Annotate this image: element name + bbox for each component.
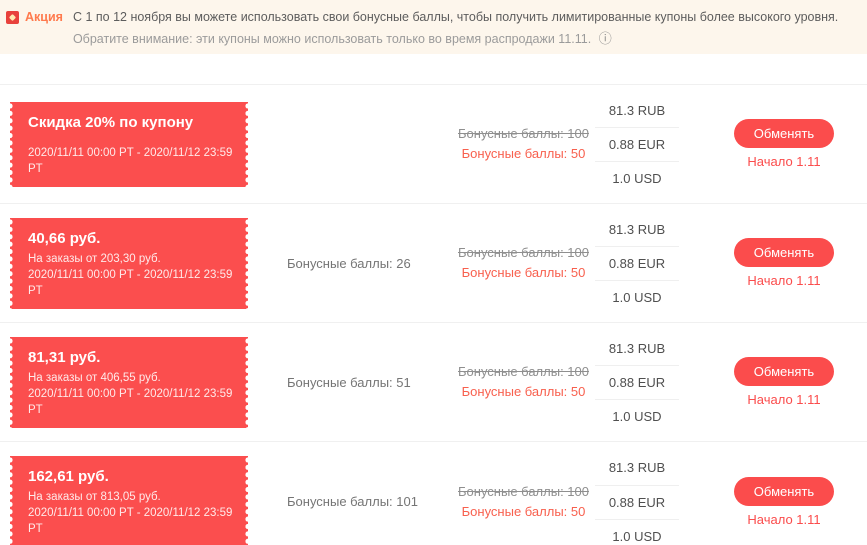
currency-conversions: 81.3 RUB 0.88 EUR 1.0 USD (595, 212, 679, 314)
start-date-label: Начало 1.11 (747, 154, 821, 169)
points-balance-label: Бонусные баллы: 26 (287, 255, 411, 271)
currency-rub: 81.3 RUB (608, 460, 666, 475)
start-date-label: Начало 1.11 (747, 273, 821, 288)
coupon-title: 162,61 руб. (28, 468, 109, 485)
currency-usd: 1.0 USD (595, 518, 679, 545)
currency-rub: 81.3 RUB (608, 221, 666, 237)
promo-banner: Акция С 1 по 12 ноября вы можете использ… (0, 0, 867, 54)
currency-usd: 1.0 USD (595, 161, 679, 195)
coupon-row: Скидка 20% по купону 2020/11/11 00:00 PT… (0, 85, 867, 204)
currency-rub: 81.3 RUB (608, 102, 666, 118)
exchange-button[interactable]: Обменять (733, 476, 835, 506)
coupon-card: Скидка 20% по купону 2020/11/11 00:00 PT… (6, 101, 252, 187)
coupon-list: Скидка 20% по купону 2020/11/11 00:00 PT… (0, 84, 867, 545)
currency-eur: 0.88 EUR (595, 246, 679, 280)
exchange-button[interactable]: Обменять (733, 357, 835, 386)
points-cost: Бонусные баллы: 100 Бонусные баллы: 50 (455, 124, 592, 164)
info-icon[interactable]: ⓘ (598, 31, 612, 46)
promo-text-main: С 1 по 12 ноября вы можете использовать … (72, 10, 839, 24)
points-cost-old: Бонусные баллы: 100 (458, 126, 589, 141)
points-cost: Бонусные баллы: 100 Бонусные баллы: 50 (455, 362, 592, 402)
coupon-min-order: На заказы от 406,55 руб. (28, 371, 161, 384)
coupon-min-order: На заказы от 813,05 руб. (28, 491, 161, 503)
exchange-button[interactable]: Обменять (733, 119, 835, 148)
points-balance-label: Бонусные баллы: 51 (287, 374, 411, 390)
currency-usd: 1.0 USD (595, 399, 679, 433)
points-balance-label: Бонусные баллы: 101 (287, 494, 418, 509)
coupon-dates: 2020/11/11 00:00 PT - 2020/11/12 23:59 P… (28, 268, 233, 297)
coupon-title: 40,66 руб. (28, 229, 101, 247)
currency-conversions: 81.3 RUB 0.88 EUR 1.0 USD (595, 93, 679, 195)
points-cost-old: Бонусные баллы: 100 (458, 483, 589, 499)
currency-eur: 0.88 EUR (595, 127, 679, 161)
currency-usd: 1.0 USD (595, 280, 679, 314)
currency-rub: 81.3 RUB (608, 340, 666, 356)
points-cost-old: Бонусные баллы: 100 (458, 245, 589, 260)
exchange-button[interactable]: Обменять (733, 238, 835, 267)
coupon-dates: 2020/11/11 00:00 PT - 2020/11/12 23:59 P… (28, 387, 233, 416)
points-cost-new: Бонусные баллы: 50 (461, 384, 586, 399)
coupon-card: 40,66 руб. На заказы от 203,30 руб. 2020… (6, 217, 252, 309)
coupon-row: 162,61 руб. На заказы от 813,05 руб. 202… (0, 442, 867, 545)
points-cost-new: Бонусные баллы: 50 (461, 146, 586, 161)
coupon-card: 162,61 руб. На заказы от 813,05 руб. 202… (6, 456, 252, 545)
points-cost-new: Бонусные баллы: 50 (461, 503, 586, 519)
coupon-dates: 2020/11/11 00:00 PT - 2020/11/12 23:59 P… (28, 146, 233, 175)
currency-conversions: 81.3 RUB 0.88 EUR 1.0 USD (595, 451, 679, 545)
points-cost: Бонусные баллы: 100 Бонусные баллы: 50 (455, 243, 592, 283)
currency-eur: 0.88 EUR (595, 365, 679, 399)
coupon-min-order: На заказы от 203,30 руб. (28, 252, 161, 265)
coupon-card: 81,31 руб. На заказы от 406,55 руб. 2020… (6, 336, 252, 428)
points-cost-old: Бонусные баллы: 100 (458, 364, 589, 379)
promo-text-note: Обратите внимание: эти купоны можно испо… (72, 32, 592, 46)
promo-text: С 1 по 12 ноября вы можете использовать … (73, 7, 853, 50)
points-cost-new: Бонусные баллы: 50 (461, 265, 586, 280)
currency-eur: 0.88 EUR (595, 484, 679, 519)
aliexpress-app-icon (6, 11, 19, 24)
start-date-label: Начало 1.11 (747, 392, 821, 407)
coupon-row: 40,66 руб. На заказы от 203,30 руб. 2020… (0, 204, 867, 323)
coupon-dates: 2020/11/11 00:00 PT - 2020/11/12 23:59 P… (28, 507, 233, 535)
start-date-label: Начало 1.11 (747, 511, 821, 527)
currency-conversions: 81.3 RUB 0.88 EUR 1.0 USD (595, 331, 679, 433)
coupon-title: 81,31 руб. (28, 348, 101, 366)
coupon-row: 81,31 руб. На заказы от 406,55 руб. 2020… (0, 323, 867, 442)
coupon-title: Скидка 20% по купону (28, 113, 194, 131)
promo-badge-label: Акция (25, 10, 63, 24)
points-cost: Бонусные баллы: 100 Бонусные баллы: 50 (455, 482, 592, 522)
